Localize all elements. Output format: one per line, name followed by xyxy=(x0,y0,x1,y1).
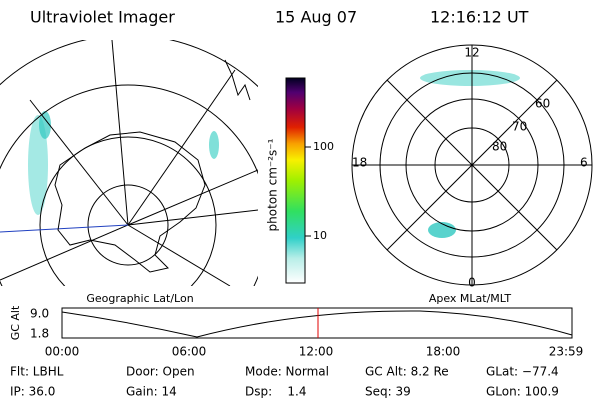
mlt-label: 0 xyxy=(468,276,476,290)
colorbar-tick-label: 100 xyxy=(313,140,334,153)
altitude-ylabel: GC Alt xyxy=(9,305,22,340)
time: 12:16:12 UT xyxy=(430,8,529,27)
mlt-label: 12 xyxy=(464,46,479,60)
mlt-label: 6 xyxy=(580,156,588,170)
map-label: Apex MLat/MLT xyxy=(429,292,512,305)
mlat-label: 80 xyxy=(492,140,507,154)
altitude-xtick: 12:00 xyxy=(299,345,334,359)
mlat-label: 60 xyxy=(535,97,550,111)
colorbar xyxy=(285,77,306,284)
altitude-xtick: 23:59 xyxy=(549,345,584,359)
status-field: Gain: 14 xyxy=(126,385,177,399)
colorbar-label: photon cm⁻²s⁻¹ xyxy=(266,138,280,231)
status-field: Mode: Normal xyxy=(245,365,329,379)
polar-map xyxy=(351,44,593,286)
altitude-frame xyxy=(61,307,573,339)
altitude-ytick: 1.8 xyxy=(30,327,49,341)
map-label: Geographic Lat/Lon xyxy=(86,292,193,305)
date: 15 Aug 07 xyxy=(275,8,357,27)
status-field: GLat: −77.4 xyxy=(486,365,559,379)
altitude-ytick: 9.0 xyxy=(30,307,49,321)
footer: Flt: LBHL Door: Open Mode: Normal GC Alt: 8… xyxy=(10,365,559,399)
status-field: GC Alt: 8.2 Re xyxy=(365,365,449,379)
mlt-label: 18 xyxy=(352,156,367,170)
altitude-xtick: 06:00 xyxy=(172,345,207,359)
colorbar-tick-label: 10 xyxy=(313,229,327,242)
status-field: Door: Open xyxy=(126,365,195,379)
mlat-label: 70 xyxy=(512,120,527,134)
altitude-curve xyxy=(61,310,573,338)
status-field: GLon: 100.9 xyxy=(486,385,559,399)
geographic-map xyxy=(0,40,258,286)
status-field: Seq: 39 xyxy=(365,385,411,399)
status-field: IP: 36.0 xyxy=(10,385,55,399)
status-field: Dsp: 1.4 xyxy=(245,385,307,399)
altitude-xtick: 18:00 xyxy=(426,345,461,359)
altitude-xtick: 00:00 xyxy=(45,345,80,359)
title: Ultraviolet Imager xyxy=(30,8,175,27)
status-field: Flt: LBHL xyxy=(10,365,64,379)
